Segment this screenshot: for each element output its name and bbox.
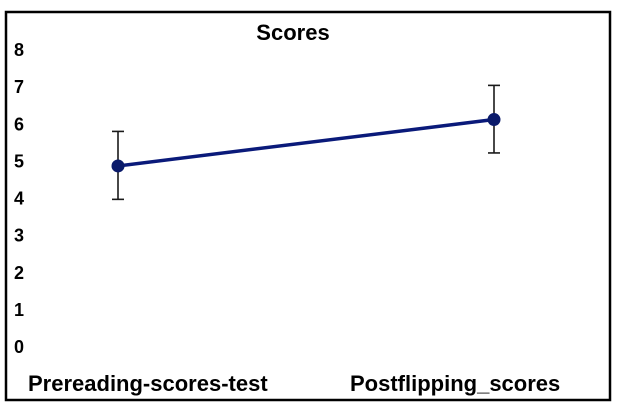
y-tick-label-3: 3 — [14, 226, 24, 246]
y-tick-label-2: 2 — [14, 263, 24, 283]
x-axis-tick-labels: Prereading-scores-test Postflipping_score… — [28, 371, 560, 396]
x-tick-label-0: Prereading-scores-test — [28, 371, 268, 396]
y-tick-label-5: 5 — [14, 151, 24, 171]
chart-border — [4, 10, 612, 402]
series-lines — [117, 117, 495, 168]
y-tick-label-8: 8 — [14, 40, 24, 60]
series-line — [117, 117, 495, 168]
y-tick-label-4: 4 — [14, 189, 24, 209]
y-tick-label-6: 6 — [14, 114, 24, 134]
y-tick-label-0: 0 — [14, 337, 24, 357]
x-tick-label-1: Postflipping_scores — [350, 371, 560, 396]
series-points — [111, 113, 501, 173]
data-point-0 — [111, 159, 125, 173]
y-tick-label-7: 7 — [14, 77, 24, 97]
chart-title: Scores — [256, 20, 329, 45]
y-axis-tick-labels: 0 1 2 3 4 5 6 7 8 — [14, 40, 24, 357]
data-point-1 — [487, 113, 501, 127]
y-tick-label-1: 1 — [14, 300, 24, 320]
